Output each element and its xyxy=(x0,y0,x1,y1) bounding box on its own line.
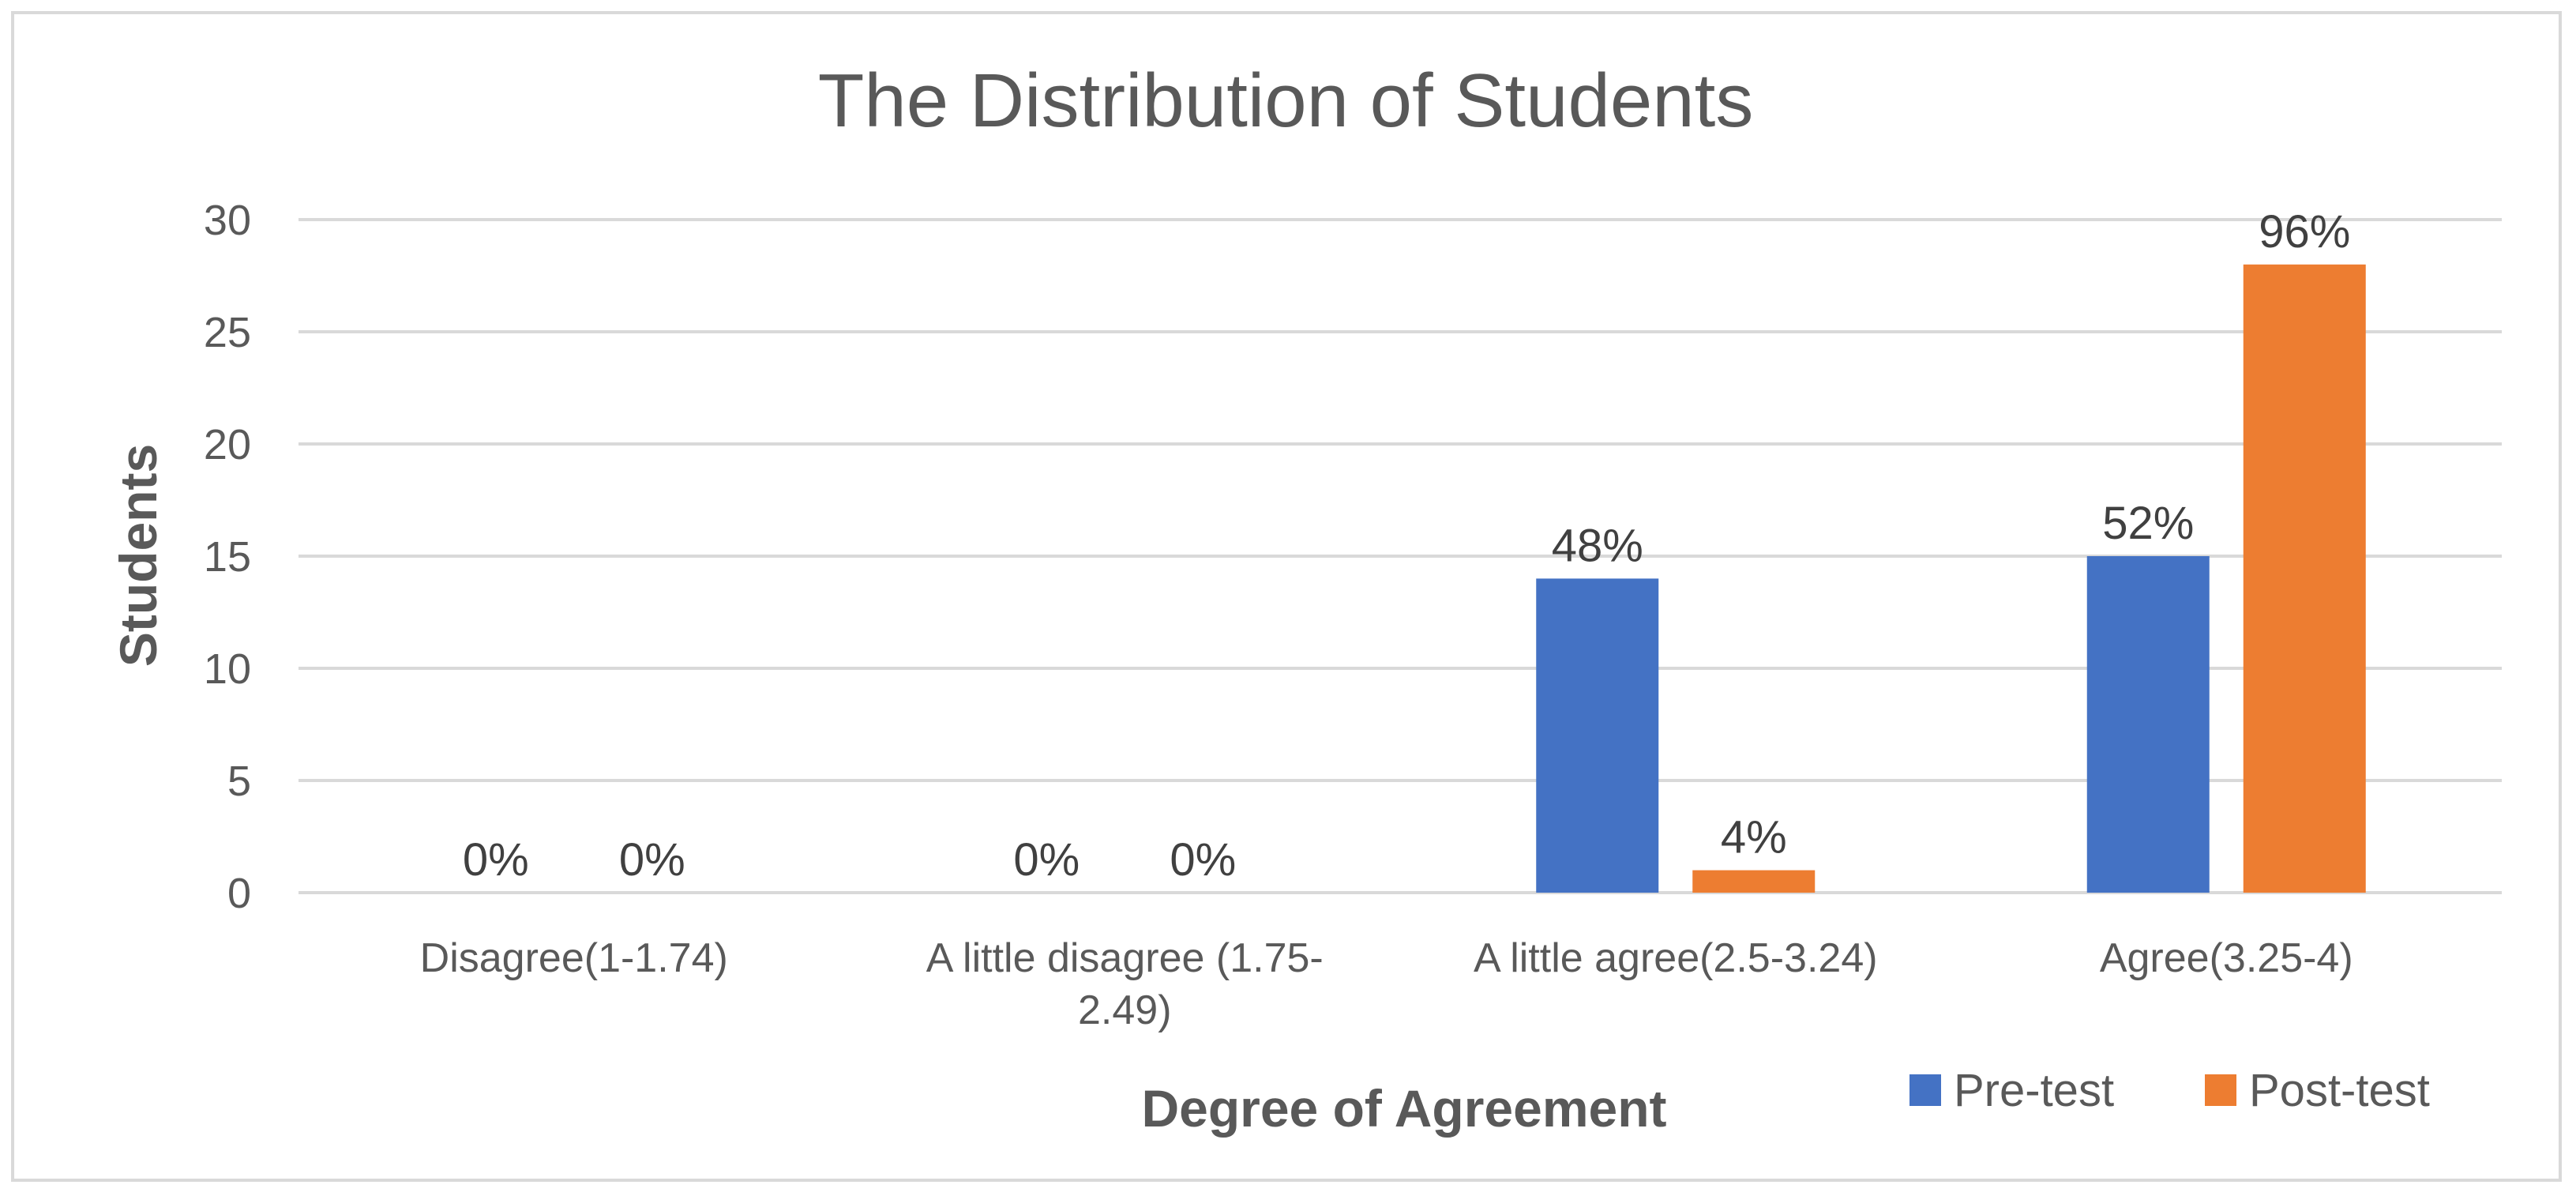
y-tick-label: 0 xyxy=(227,870,251,917)
bar-post-test xyxy=(2243,264,2366,893)
y-tick-label: 10 xyxy=(204,645,251,693)
data-label: 0% xyxy=(1170,834,1236,886)
x-category-label: 2.49) xyxy=(1078,987,1172,1033)
data-label: 0% xyxy=(619,834,685,886)
data-label: 48% xyxy=(1552,520,1643,571)
bar-pre-test xyxy=(1536,578,1659,893)
x-axis-categories: Disagree(1-1.74) A little disagree (1.75-… xyxy=(420,935,2353,1033)
y-tick-label: 20 xyxy=(204,421,251,468)
chart-frame: The Distribution of Students 0 5 10 15 20 25 3… xyxy=(11,11,2562,1182)
data-label: 0% xyxy=(1013,834,1080,886)
data-label: 4% xyxy=(1721,812,1787,863)
y-axis-title: Students xyxy=(109,444,167,667)
chart-title: The Distribution of Students xyxy=(818,58,1754,143)
legend-swatch xyxy=(2205,1074,2236,1106)
x-category-label: A little disagree (1.75- xyxy=(926,935,1324,981)
bars xyxy=(1536,264,2366,893)
data-label: 96% xyxy=(2259,206,2350,258)
bar-post-test xyxy=(1692,870,1816,893)
y-tick-label: 25 xyxy=(204,309,251,356)
gridlines xyxy=(299,218,2502,894)
bar-chart: The Distribution of Students 0 5 10 15 20 25 3… xyxy=(109,58,2502,1138)
x-category-label: Agree(3.25-4) xyxy=(2100,935,2353,981)
y-tick-label: 5 xyxy=(227,758,251,805)
y-axis-ticks: 0 5 10 15 20 25 30 xyxy=(204,197,251,917)
bar-pre-test xyxy=(2086,556,2210,893)
x-axis-title: Degree of Agreement xyxy=(1141,1079,1666,1138)
data-labels: 0% 0% 0% 0% 48% 4% 52% 96% xyxy=(463,206,2350,886)
x-category-label: Disagree(1-1.74) xyxy=(420,935,728,981)
data-label: 52% xyxy=(2102,498,2194,549)
y-tick-label: 15 xyxy=(204,533,251,581)
legend-swatch xyxy=(1909,1074,1941,1106)
legend: Pre-test Post-test xyxy=(1909,1065,2430,1116)
x-category-label: A little agree(2.5-3.24) xyxy=(1474,935,1878,981)
legend-label: Pre-test xyxy=(1954,1065,2114,1116)
legend-label: Post-test xyxy=(2249,1065,2430,1116)
y-tick-label: 30 xyxy=(204,197,251,244)
data-label: 0% xyxy=(463,834,529,886)
